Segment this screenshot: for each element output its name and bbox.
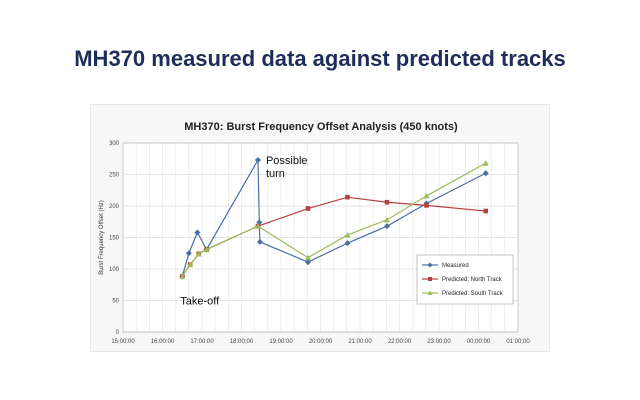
measured-point [185, 250, 192, 257]
south-track-point [179, 273, 186, 280]
slide-title: MH370 measured data against predicted tr… [74, 46, 566, 71]
chart-frame: MH370: Burst Frequency Offset Analysis (… [90, 104, 550, 352]
legend-marker [428, 277, 432, 281]
x-tick-label: 21:00:00 [348, 339, 372, 345]
north-track-point [424, 203, 429, 208]
annotation-possible-turn-line2: turn [266, 168, 285, 180]
chart-title: MH370: Burst Frequency Offset Analysis (… [184, 121, 458, 133]
x-tick-label: 16:00:00 [151, 339, 175, 345]
y-tick-label: 100 [109, 267, 120, 273]
y-tick-label: 200 [109, 204, 120, 210]
y-tick-label: 50 [112, 299, 119, 305]
y-tick-label: 300 [109, 141, 120, 147]
legend-label: Predicted: North Track [442, 277, 503, 283]
x-tick-label: 18:00:00 [230, 339, 254, 345]
plot-area: 0 50 100 150 200 250 300 15:00:00 16:00:00 17:00:… [99, 141, 530, 345]
x-tick-label: 22:00:00 [388, 339, 412, 345]
legend-label: Measured [442, 263, 469, 269]
north-track-point [305, 206, 311, 211]
series-line-triangle [181, 162, 487, 277]
north-track-point [384, 199, 390, 205]
series-line-diamond [181, 157, 487, 277]
x-tick-label: 01:00:00 [506, 339, 530, 345]
annotation-possible-turn: Possible [266, 155, 308, 167]
measured-point [482, 170, 489, 177]
legend-label: Predicted: South Track [442, 291, 504, 297]
x-tick-label: 20:00:00 [309, 339, 333, 345]
y-tick-label: 150 [109, 236, 120, 242]
south-track-point [344, 231, 351, 238]
south-track-point [423, 192, 430, 199]
south-track-point [195, 250, 202, 257]
measured-point [344, 240, 351, 247]
y-tick-label: 250 [109, 173, 120, 179]
y-tick-label: 0 [116, 330, 120, 336]
south-track-point [254, 223, 261, 229]
north-track-point [483, 208, 489, 214]
measured-point [256, 219, 263, 226]
north-track-point [345, 194, 350, 200]
x-tick-label: 00:00:00 [467, 339, 491, 345]
x-tick-label: 19:00:00 [269, 339, 293, 345]
measured-point [194, 229, 201, 236]
south-track-point [304, 254, 311, 261]
legend-marker [427, 262, 433, 268]
annotation-take-off: Take-off [180, 296, 220, 308]
south-track-point [187, 261, 194, 268]
bfo-chart: MH370: Burst Frequency Offset Analysis (… [99, 121, 530, 345]
y-axis-label: Burst Frequency Offset (Hz) [99, 200, 105, 275]
measured-point [304, 259, 311, 266]
legend-marker [427, 290, 433, 295]
measured-point [383, 223, 390, 230]
south-track-point [203, 246, 210, 252]
measured-point [256, 238, 263, 245]
south-track-point [383, 216, 390, 223]
x-tick-label: 23:00:00 [427, 339, 451, 345]
south-track-point [482, 160, 489, 166]
x-tick-label: 15:00:00 [111, 339, 135, 345]
x-tick-label: 17:00:00 [190, 339, 214, 345]
